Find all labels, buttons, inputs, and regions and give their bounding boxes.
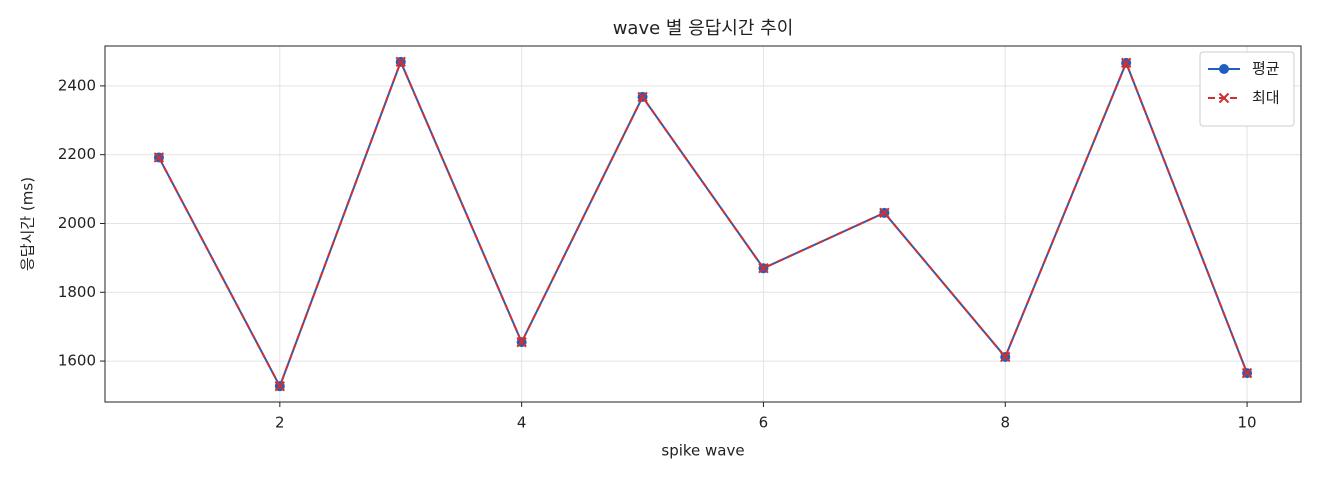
legend-marker [1219, 64, 1229, 74]
x-tick-label: 2 [275, 414, 285, 432]
legend-label: 최대 [1252, 89, 1280, 107]
series-line [158, 59, 1249, 389]
chart-title: wave 별 응답시간 추이 [613, 18, 794, 39]
point [1120, 57, 1132, 69]
series-line [158, 59, 1249, 389]
legend-label: 평균 [1252, 60, 1280, 78]
y-tick-label: 2400 [58, 76, 96, 94]
point [516, 336, 527, 348]
point [395, 56, 406, 68]
x-tick-label: 4 [517, 414, 527, 432]
point [274, 380, 286, 392]
x-tick-label: 6 [759, 414, 769, 432]
point [758, 262, 769, 274]
y-axis-label: 응답시간 (ms) [19, 177, 37, 271]
point [1000, 351, 1011, 363]
x-axis-label: spike wave [661, 442, 744, 460]
x-tick-label: 8 [1000, 414, 1010, 432]
y-tick-label: 2000 [58, 214, 96, 232]
legend-box [1199, 51, 1295, 127]
x-tick-label: 10 [1238, 414, 1257, 432]
point [637, 91, 648, 103]
y-tick-label: 1600 [58, 352, 96, 370]
plot-frame [104, 45, 1302, 403]
y-tick-label: 2200 [58, 145, 96, 163]
legend-marker [1218, 92, 1230, 104]
point [1241, 367, 1253, 379]
y-tick-label: 1800 [58, 283, 96, 301]
point [879, 207, 890, 219]
point [153, 152, 165, 163]
